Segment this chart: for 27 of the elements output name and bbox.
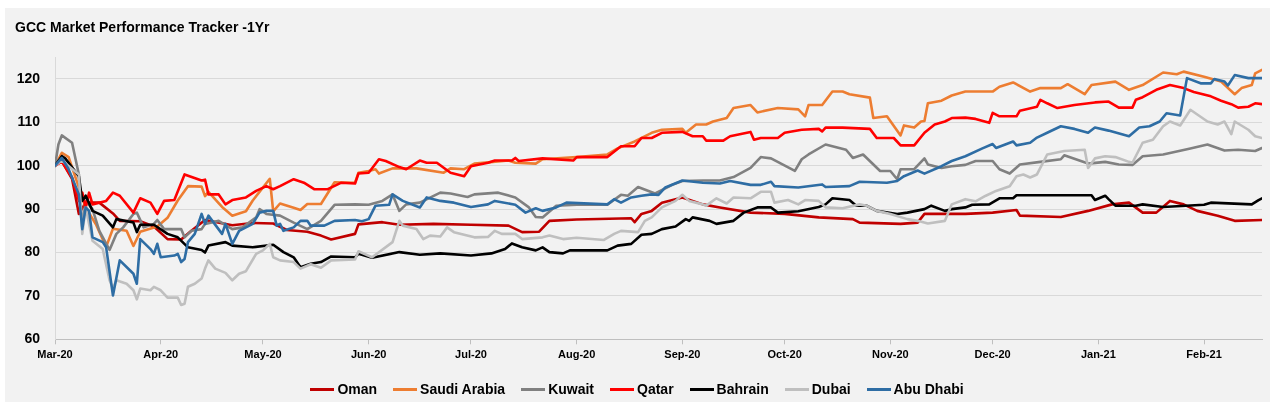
x-tick-label: Aug-20 [558,347,596,360]
legend-label: Kuwait [548,381,595,398]
y-tick-label: 70 [24,286,41,303]
x-tick-label: Apr-20 [143,347,179,360]
legend-label: Bahrain [716,381,769,398]
legend-label: Saudi Arabia [420,381,506,398]
x-tick-label: Jul-20 [455,347,487,360]
x-tick-label: Sep-20 [664,347,701,360]
y-tick-label: 120 [16,69,41,86]
y-tick-label: 60 [24,330,41,347]
x-tick-label: May-20 [244,347,282,360]
x-tick-label: Jan-21 [1080,347,1116,360]
y-tick-label: 90 [24,200,41,217]
x-tick-label: Dec-20 [974,347,1011,360]
x-tick-label: Mar-20 [37,347,73,360]
x-tick-label: Jun-20 [350,347,387,360]
x-tick-label: Nov-20 [872,347,909,360]
legend-label: Qatar [637,381,674,398]
legend-label: Abu Dhabi [893,381,964,398]
x-tick-label: Feb-21 [1186,347,1222,360]
y-tick-label: 80 [24,243,41,260]
legend-label: Oman [337,381,378,398]
chart-title: GCC Market Performance Tracker -1Yr [15,19,270,36]
y-tick-label: 110 [17,113,41,130]
legend-label: Dubai [811,381,851,398]
x-tick-label: Oct-20 [767,347,802,360]
y-tick-label: 100 [16,156,41,173]
